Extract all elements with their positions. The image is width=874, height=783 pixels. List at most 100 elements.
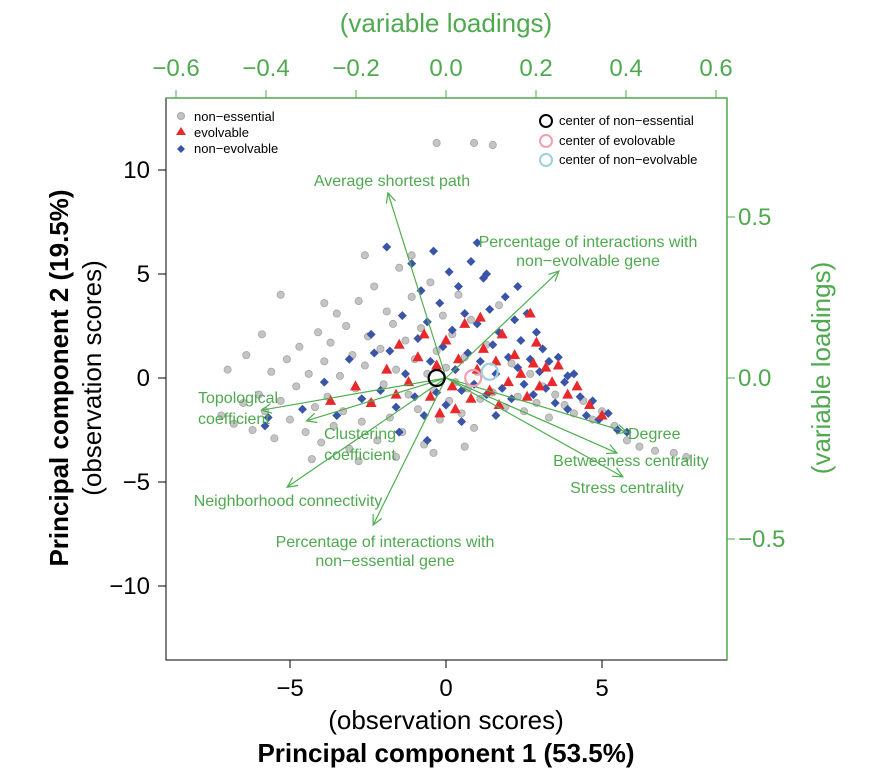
point-non-essential: [388, 319, 397, 328]
point-non-essential: [395, 263, 404, 272]
point-evolvable: [534, 380, 546, 391]
loading-label: Topological: [198, 390, 278, 407]
point-non-essential: [635, 442, 644, 451]
point-evolvable: [440, 334, 452, 345]
point-non-evolvable: [563, 371, 573, 381]
point-non-essential: [276, 290, 285, 299]
point-non-essential: [285, 415, 294, 424]
point-evolvable: [459, 317, 471, 328]
point-non-evolvable: [382, 242, 392, 252]
center-marker: [464, 368, 483, 388]
point-non-evolvable: [503, 352, 513, 362]
point-non-evolvable: [485, 304, 495, 314]
point-evolvable: [496, 328, 508, 339]
point-non-essential: [370, 282, 379, 291]
point-non-essential: [276, 396, 285, 405]
point-non-evolvable: [435, 298, 445, 308]
y-tick-label: 0: [137, 365, 150, 392]
point-non-evolvable: [447, 325, 457, 335]
point-non-essential: [373, 436, 382, 445]
arrow-head: [260, 403, 273, 414]
point-non-essential: [392, 365, 401, 374]
point-non-essential: [354, 297, 363, 306]
point-non-evolvable: [563, 404, 573, 414]
point-non-essential: [320, 357, 329, 366]
top-axis-label: (variable loadings): [340, 8, 552, 38]
point-non-evolvable: [425, 356, 435, 366]
point-non-evolvable: [513, 281, 523, 291]
y-axis-label: Principal component 2 (19.5%): [44, 189, 74, 566]
point-non-essential: [342, 321, 351, 330]
point-non-essential: [354, 457, 363, 466]
point-evolvable: [424, 390, 436, 401]
arrow-head: [286, 477, 299, 488]
x-tick-label: 0: [439, 675, 452, 702]
top-tick-label: 0.4: [609, 55, 642, 82]
arrow-head: [605, 444, 619, 455]
right-tick-label: −0.5: [738, 526, 785, 553]
loading-label: coefficient: [198, 411, 270, 428]
point-non-evolvable: [475, 356, 485, 366]
loading-arrow: [445, 377, 628, 433]
point-non-essential: [301, 428, 310, 437]
loading-label: non−essential gene: [315, 553, 454, 570]
point-non-essential: [310, 403, 319, 412]
point-non-essential: [360, 361, 369, 370]
point-evolvable: [477, 342, 489, 353]
point-evolvable: [449, 403, 461, 414]
point-non-essential: [438, 311, 447, 320]
loading-label: Clustering: [324, 426, 396, 443]
point-non-essential: [495, 301, 504, 310]
point-evolvable: [527, 357, 539, 368]
point-non-essential: [295, 342, 304, 351]
point-evolvable: [434, 407, 446, 418]
x-axis-sublabel: (observation scores): [328, 705, 564, 735]
point-non-essential: [651, 446, 660, 455]
legend-marker-non-evolvable: [177, 145, 185, 153]
point-non-evolvable: [410, 392, 420, 402]
point-non-evolvable: [263, 413, 273, 423]
point-non-essential: [332, 309, 341, 318]
legend-marker-center-evolvable: [539, 134, 553, 148]
legend-label-center-evolvable: center of evolovable: [559, 133, 675, 148]
point-evolvable: [502, 376, 514, 387]
point-evolvable: [571, 380, 583, 391]
loading-label: Percentage of interactions with: [276, 534, 495, 551]
point-non-essential: [432, 138, 441, 147]
point-evolvable: [412, 351, 424, 362]
arrow-head: [611, 467, 625, 478]
point-non-essential: [314, 328, 323, 337]
point-non-evolvable: [516, 336, 526, 346]
legend-label-center-non-evolvable: center of non−evolvable: [559, 152, 697, 167]
top-tick-label: 0.0: [429, 55, 462, 82]
point-non-evolvable: [519, 379, 529, 389]
point-non-evolvable: [260, 421, 270, 431]
point-evolvable: [509, 349, 521, 360]
loading-label: non−evolvable gene: [516, 253, 660, 270]
point-non-essential: [526, 369, 535, 378]
point-evolvable: [490, 355, 502, 366]
point-non-essential: [329, 421, 338, 430]
loading-arrow: [261, 377, 447, 411]
point-non-essential: [392, 453, 401, 462]
point-non-essential: [320, 299, 329, 308]
top-tick-label: −0.4: [242, 55, 289, 82]
legend-marker-non-essential: [177, 112, 185, 120]
arrow-head: [305, 412, 318, 424]
point-evolvable: [465, 392, 477, 403]
right-axis-label: (variable loadings): [806, 262, 836, 474]
loading-arrow: [286, 377, 447, 488]
legend-right: center of non−essential center of evolov…: [539, 113, 697, 167]
point-evolvable: [524, 307, 536, 318]
point-non-essential: [551, 390, 560, 399]
point-evolvable: [393, 338, 405, 349]
point-non-evolvable: [391, 402, 401, 412]
point-evolvable: [381, 363, 393, 374]
point-non-evolvable: [332, 410, 342, 420]
loading-arrow: [445, 377, 618, 454]
loading-arrow: [372, 377, 447, 526]
point-non-essential: [379, 380, 388, 389]
legend-marker-evolvable: [176, 127, 186, 135]
point-non-essential: [357, 417, 366, 426]
point-non-evolvable: [560, 377, 570, 387]
